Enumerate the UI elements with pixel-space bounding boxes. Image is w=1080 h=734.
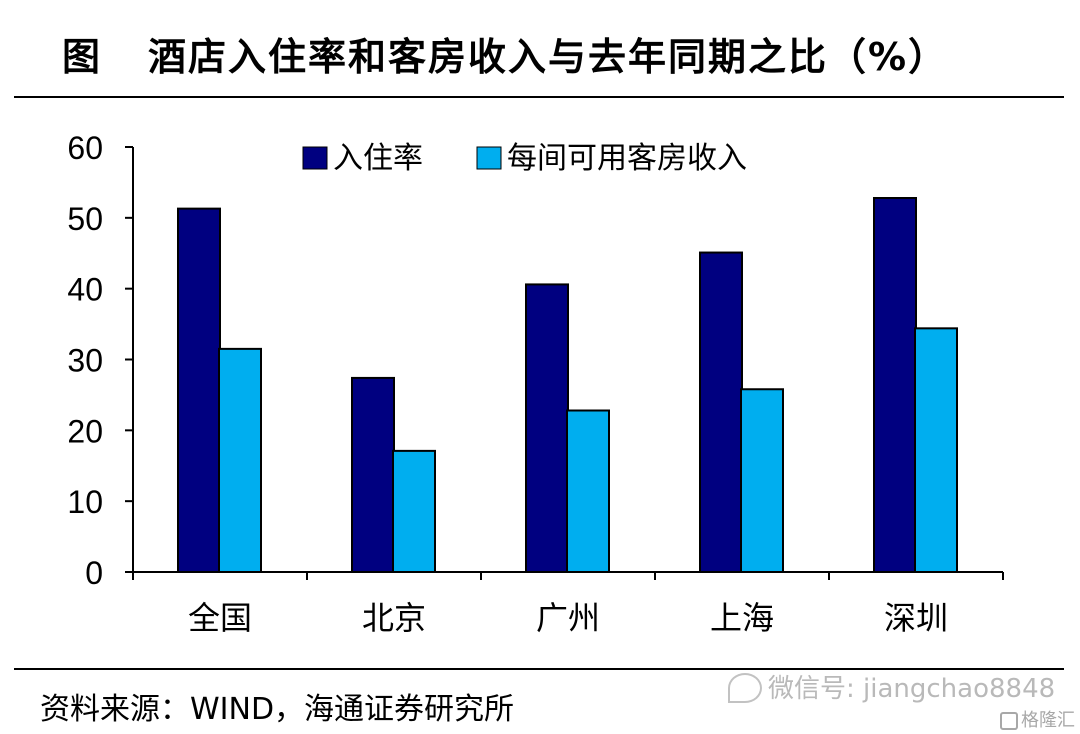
bar-occupancy	[525, 283, 569, 573]
y-tick-label: 50	[67, 201, 103, 237]
y-tick-label: 20	[67, 413, 103, 449]
x-category-label: 广州	[536, 599, 600, 637]
bottom-divider	[14, 668, 1064, 670]
bar-occupancy	[351, 376, 395, 573]
bar-revpar	[392, 449, 436, 573]
bar-revpar	[566, 409, 610, 573]
watermark: 微信号: jiangchao8848	[728, 668, 1055, 705]
bar-occupancy	[177, 207, 221, 573]
x-category-label: 全国	[188, 599, 252, 637]
x-category-label: 深圳	[884, 599, 948, 637]
bar-occupancy	[699, 251, 743, 574]
title-prefix: 图	[62, 35, 101, 79]
y-tick-label: 40	[67, 272, 103, 308]
wechat-icon	[728, 672, 762, 703]
bar-revpar	[740, 388, 784, 573]
logo: 格隆汇	[1000, 706, 1075, 732]
y-tick-label: 60	[67, 130, 103, 166]
y-tick-label: 10	[67, 484, 103, 520]
watermark-text: 微信号: jiangchao8848	[768, 674, 1056, 704]
bar-revpar	[218, 347, 262, 573]
top-divider	[14, 96, 1064, 98]
x-category-label: 上海	[710, 599, 774, 637]
legend-swatch	[302, 146, 328, 170]
logo-icon	[1000, 712, 1018, 730]
legend-label: 每间可用客房收入	[507, 141, 747, 176]
legend-label: 入住率	[333, 141, 423, 176]
chart-title: 酒店入住率和客房收入与去年同期之比（%）	[148, 35, 949, 79]
x-category-label: 北京	[362, 599, 426, 637]
y-tick-label: 30	[67, 343, 103, 379]
source-note: 资料来源：WIND，海通证券研究所	[40, 692, 515, 727]
bar-chart: 0 10 20 30 40 50 60 全国 北京 广州 上海 深圳 入住率 每间可用客房收入	[67, 130, 1004, 637]
bar-revpar	[914, 327, 958, 574]
bar-occupancy	[873, 197, 917, 573]
y-tick-label: 0	[85, 555, 103, 591]
logo-text: 格隆汇	[1021, 710, 1075, 731]
legend-swatch	[476, 146, 502, 170]
title-row: 图 酒店入住率和客房收入与去年同期之比（%）	[0, 0, 1080, 98]
